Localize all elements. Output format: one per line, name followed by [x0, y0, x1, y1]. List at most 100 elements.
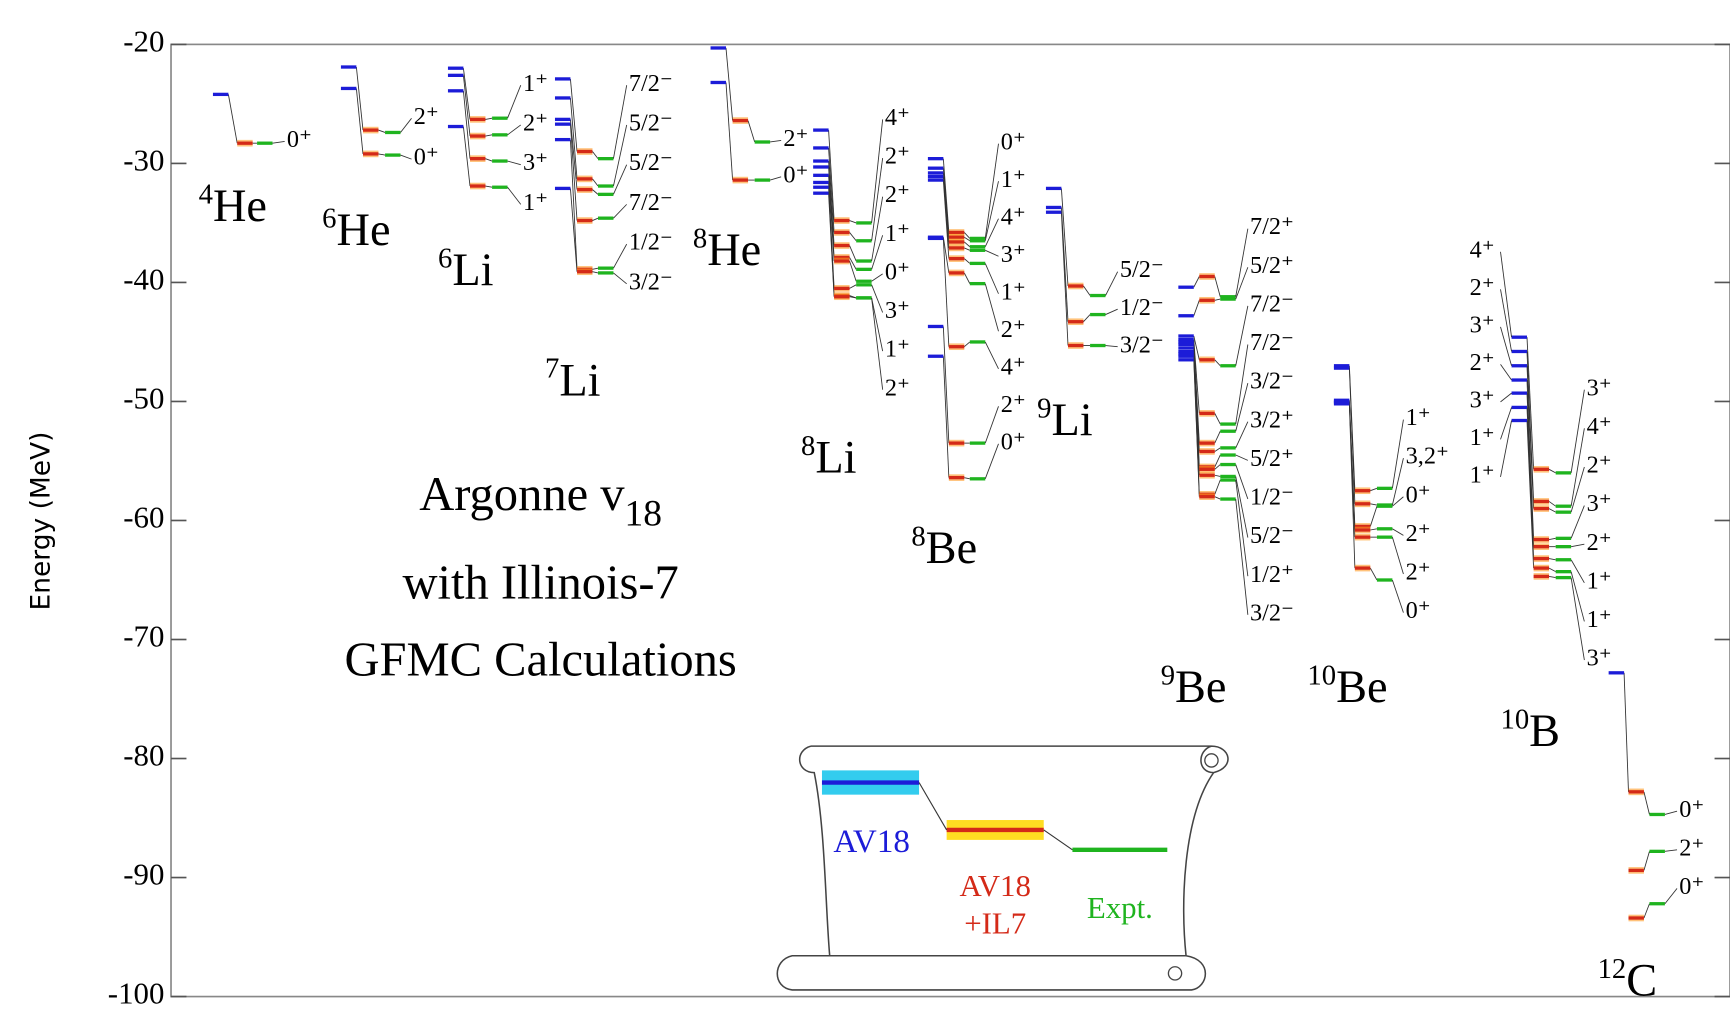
label-connector [1235, 267, 1249, 300]
label-connector [984, 406, 999, 444]
level-label: 0⁺ [1406, 597, 1431, 624]
y-axis-label: Energy (MeV) [25, 432, 56, 611]
label-connector [1105, 308, 1118, 315]
nucleus-mass: 8 [911, 520, 925, 552]
connector [1526, 365, 1535, 509]
label-connector [1105, 345, 1118, 348]
nucleus-mass: 8 [801, 430, 815, 462]
label-connector [1500, 289, 1512, 352]
nucleus-label: 10B [1501, 703, 1561, 757]
label-connector [1570, 428, 1585, 507]
connector [1643, 791, 1650, 815]
level-label: 1⁺ [1001, 278, 1026, 305]
label-connector [613, 164, 628, 195]
connector [942, 326, 950, 444]
level-label: 1⁺ [523, 70, 548, 97]
nucleus-symbol: C [1626, 955, 1657, 1006]
level-label: 7/2⁺ [1250, 213, 1294, 240]
label-connector [984, 443, 999, 479]
annotation-text: Argonne v [419, 468, 625, 521]
level-label: 3⁺ [885, 297, 910, 324]
level-label: 2⁺ [1406, 559, 1431, 586]
label-connector [984, 181, 999, 241]
label-connector [1391, 458, 1404, 506]
label-connector [871, 297, 884, 352]
nucleus-label: 6Li [438, 242, 494, 296]
level-label: 0⁺ [885, 258, 910, 285]
connector [1083, 314, 1091, 323]
label-connector [871, 273, 883, 282]
connector [1526, 337, 1535, 470]
label-connector [1235, 421, 1249, 449]
level-label: 7/2⁻ [629, 189, 673, 216]
connector [1214, 447, 1221, 452]
connector [1643, 851, 1650, 871]
nucleus-label: 8Be [911, 520, 977, 574]
level-label: 3,2⁺ [1406, 443, 1449, 470]
label-connector [984, 143, 999, 239]
connector [828, 130, 835, 221]
nucleus-label: 6He [322, 203, 390, 257]
level-label: 5/2⁺ [1250, 252, 1294, 279]
label-connector [613, 272, 627, 285]
connector [963, 272, 971, 284]
connector [569, 97, 578, 179]
level-label: 2⁺ [1587, 452, 1612, 479]
label-connector [871, 235, 884, 270]
level-label: 7/2⁻ [629, 70, 673, 97]
connector [1369, 506, 1378, 527]
level-label: 7/2⁻ [1250, 329, 1294, 356]
level-label: 0⁺ [1001, 428, 1026, 455]
connector [569, 119, 578, 190]
connector [1214, 454, 1221, 468]
connector [1193, 300, 1200, 316]
level-label: 3⁺ [1587, 490, 1612, 517]
level-label: 2⁺ [414, 103, 439, 130]
annotation-subscript: 18 [625, 493, 663, 534]
nucleus-mass: 6 [438, 242, 452, 274]
label-connector [1392, 496, 1404, 507]
nucleus-mass: 12 [1598, 953, 1627, 985]
connector [485, 185, 493, 188]
legend-label: Expt. [1087, 890, 1153, 925]
level-label: 4⁺ [885, 104, 910, 131]
connector [462, 126, 471, 187]
level-label: 5/2⁺ [1250, 445, 1294, 472]
level-label: 5/2⁻ [1250, 522, 1294, 549]
level-label: 3/2⁻ [629, 268, 673, 295]
label-connector [1391, 537, 1404, 575]
connector [964, 236, 971, 242]
level-label: 2⁺ [885, 374, 910, 401]
level-label: 3⁺ [1587, 374, 1612, 401]
level-label: 3⁺ [1587, 645, 1612, 672]
scroll-curl [1167, 966, 1183, 981]
level-label: 3⁺ [1470, 311, 1495, 338]
connector [1548, 558, 1556, 561]
y-tick-label: -90 [123, 857, 164, 892]
label-connector [770, 139, 782, 143]
connector [964, 477, 970, 480]
connector [1348, 403, 1356, 569]
level-label: 2⁺ [1470, 274, 1495, 301]
connector [569, 139, 578, 270]
legend-label: AV18 [833, 824, 910, 860]
label-connector [1664, 849, 1678, 852]
level-label: 0⁺ [414, 144, 439, 171]
legend-scroll: AV18 AV18 +IL7 Expt. [776, 745, 1229, 991]
label-connector [1500, 407, 1512, 440]
level-label: 1⁺ [885, 220, 910, 247]
label-connector [1235, 499, 1249, 615]
nucleus-symbol: He [337, 205, 391, 256]
label-connector [984, 218, 999, 247]
connector [378, 129, 386, 133]
nucleus-mass: 10 [1501, 703, 1530, 735]
connector [378, 153, 386, 156]
connector [1193, 335, 1200, 360]
label-connector [1500, 420, 1512, 477]
connector [963, 232, 971, 239]
level-label: 0⁺ [1679, 873, 1704, 900]
nucleus-symbol: Be [1336, 662, 1387, 713]
label-connector [507, 124, 522, 136]
connector [828, 175, 835, 262]
